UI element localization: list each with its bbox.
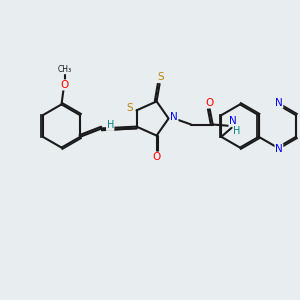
- Text: CH₃: CH₃: [57, 65, 72, 74]
- Text: O: O: [152, 152, 161, 162]
- Text: H: H: [233, 126, 240, 136]
- Text: O: O: [205, 98, 213, 108]
- Text: N: N: [275, 98, 283, 108]
- Text: S: S: [157, 72, 164, 82]
- Text: N: N: [275, 144, 283, 154]
- Text: H: H: [106, 120, 114, 130]
- Text: N: N: [170, 112, 178, 122]
- Text: N: N: [229, 116, 237, 127]
- Text: O: O: [60, 80, 69, 90]
- Text: S: S: [127, 103, 133, 113]
